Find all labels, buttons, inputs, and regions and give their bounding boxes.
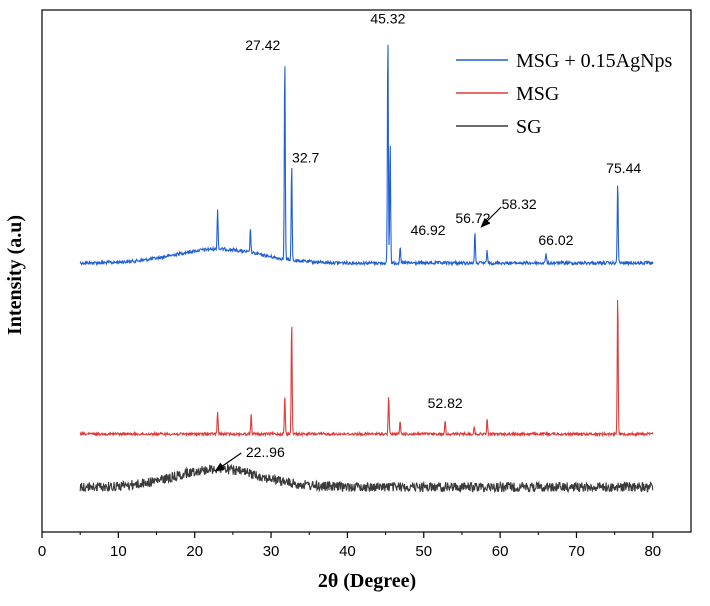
peak-label: 27.42 bbox=[245, 37, 280, 53]
legend-label: MSG + 0.15AgNps bbox=[516, 50, 673, 72]
annotation-arrow bbox=[214, 452, 242, 472]
x-tick-label: 20 bbox=[186, 543, 203, 560]
y-axis-title: Intensity (a.u) bbox=[4, 215, 26, 335]
x-tick-label: 50 bbox=[415, 543, 432, 560]
plot-frame bbox=[41, 9, 692, 533]
annotation-layer: 27.4245.3232.746.9256.7258.3266.0275.445… bbox=[214, 10, 641, 472]
x-tick-label: 80 bbox=[644, 543, 661, 560]
series-line-1 bbox=[79, 299, 654, 438]
legend-label: SG bbox=[516, 116, 542, 138]
peak-label: 46.92 bbox=[411, 222, 446, 238]
peak-label: 75.44 bbox=[606, 160, 641, 176]
x-axis-title: 2θ (Degree) bbox=[318, 570, 416, 592]
series-layer bbox=[79, 44, 654, 494]
series-line-0 bbox=[79, 44, 654, 267]
peak-label: 32.7 bbox=[292, 150, 319, 166]
peak-label: 45.32 bbox=[370, 10, 405, 26]
peak-label: 52.82 bbox=[428, 395, 463, 411]
peak-label: 22..96 bbox=[246, 444, 285, 460]
annotation-arrow bbox=[480, 206, 502, 228]
x-tick-label: 30 bbox=[263, 543, 280, 560]
x-tick-label: 0 bbox=[38, 543, 46, 560]
x-tick-label: 60 bbox=[492, 543, 509, 560]
legend-label: MSG bbox=[516, 83, 559, 105]
peak-label: 66.02 bbox=[538, 232, 573, 248]
series-line-2 bbox=[79, 462, 654, 494]
x-tick-label: 10 bbox=[110, 543, 127, 560]
x-tick-label: 70 bbox=[568, 543, 585, 560]
x-tick-label: 40 bbox=[339, 543, 356, 560]
legend: MSG + 0.15AgNps MSG SG bbox=[456, 50, 673, 138]
plot-border bbox=[41, 9, 692, 533]
peak-label: 58.32 bbox=[502, 196, 537, 212]
axis-layer: 0 10 20 30 40 50 60 70 80 bbox=[38, 532, 661, 560]
